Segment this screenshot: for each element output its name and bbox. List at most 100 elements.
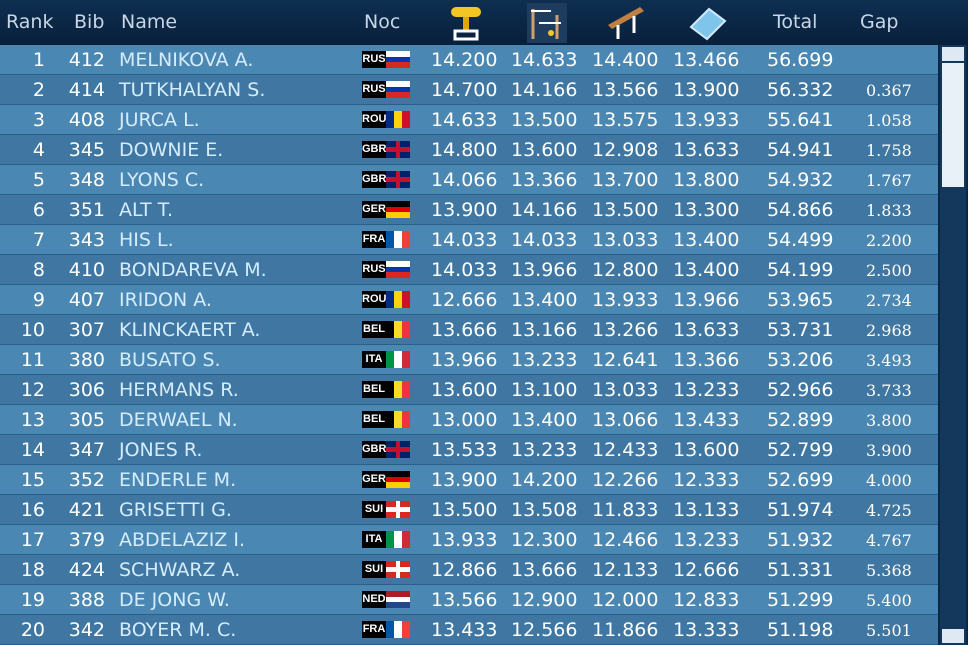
gap-cell: 5.501 (866, 621, 912, 640)
beam-icon (608, 7, 644, 39)
total-cell: 53.731 (767, 319, 834, 341)
scroll-down[interactable] (942, 629, 964, 643)
result-row: 14 347 JONES R. 13.533 13.233 12.433 13.600 52.… (0, 435, 938, 465)
flag (386, 261, 410, 278)
bars-cell: 13.233 (511, 439, 578, 461)
total-cell: 51.331 (767, 559, 834, 581)
rank-cell: 20 (20, 619, 45, 641)
scroll-up[interactable] (942, 47, 964, 61)
vault-cell: 14.033 (431, 229, 498, 251)
scroll-thumb[interactable] (942, 63, 964, 187)
flag-stripe (386, 206, 410, 213)
flag-stripe (402, 111, 410, 128)
noc-code: ROU (362, 111, 386, 128)
result-row: 10 307 KLINCKAERT A. 13.666 13.166 13.266 13.6… (0, 315, 938, 345)
total-cell: 54.199 (767, 259, 834, 281)
vault-cell: 13.966 (431, 349, 498, 371)
bib-cell: 348 (68, 169, 105, 191)
flag-stripe (394, 321, 402, 338)
total-cell: 52.899 (767, 409, 834, 431)
result-row: 20 342 BOYER M. C. 13.433 12.566 11.866 13.333… (0, 615, 938, 645)
result-row: 2 414 TUTKHALYAN S. 14.700 14.166 13.566 13.90… (0, 75, 938, 105)
flag-stripe (402, 381, 410, 398)
floor-cell: 13.966 (673, 289, 740, 311)
rank-cell: 18 (20, 559, 45, 581)
noc-code: GER (362, 471, 386, 488)
beam-cell: 12.000 (592, 589, 659, 611)
noc-code: RUS (362, 261, 386, 278)
flag-stripe (402, 411, 410, 428)
floor-cell: 13.233 (673, 379, 740, 401)
bars-cell: 13.508 (511, 499, 578, 521)
flag (386, 111, 410, 128)
bars-cell: 13.166 (511, 319, 578, 341)
bars-cell: 13.100 (511, 379, 578, 401)
result-row: 1 412 MELNIKOVA A. 14.200 14.633 14.400 13.466… (0, 45, 938, 75)
total-cell: 51.198 (767, 619, 834, 641)
floor-icon (689, 7, 727, 41)
rank-cell: 4 (32, 139, 45, 161)
noc-code: BEL (362, 411, 386, 428)
floor-cell: 13.366 (673, 349, 740, 371)
gap-cell: 4.725 (866, 501, 912, 520)
header-total: Total (773, 11, 818, 33)
floor-cell: 13.633 (673, 139, 740, 161)
flag-stripe (386, 201, 410, 207)
bib-cell: 412 (68, 49, 105, 71)
vault-cell: 13.000 (431, 409, 498, 431)
flag (386, 441, 410, 458)
rank-cell: 13 (20, 409, 45, 431)
beam-cell: 12.433 (592, 439, 659, 461)
rank-cell: 17 (20, 529, 45, 551)
flag (386, 471, 410, 488)
bars-cell: 13.666 (511, 559, 578, 581)
noc-code: GBR (362, 141, 386, 158)
bib-cell: 424 (68, 559, 105, 581)
total-cell: 53.206 (767, 349, 834, 371)
vault-cell: 14.200 (431, 49, 498, 71)
bars-cell: 12.300 (511, 529, 578, 551)
total-cell: 56.332 (767, 79, 834, 101)
bars-cell: 14.633 (511, 49, 578, 71)
vault-cell: 13.600 (431, 379, 498, 401)
header-bar: Rank Bib Name Noc Total Gap (0, 0, 968, 45)
name-cell: IRIDON A. (119, 289, 212, 311)
total-cell: 54.866 (767, 199, 834, 221)
total-cell: 52.799 (767, 439, 834, 461)
flag-stripe (386, 56, 410, 63)
noc-code: GER (362, 201, 386, 218)
bib-cell: 408 (68, 109, 105, 131)
total-cell: 54.932 (767, 169, 834, 191)
floor-cell: 13.433 (673, 409, 740, 431)
bars-cell: 13.600 (511, 139, 578, 161)
rank-cell: 19 (20, 589, 45, 611)
gap-cell: 2.734 (866, 291, 912, 310)
flag-stripe (386, 291, 394, 308)
scrollbar[interactable] (940, 45, 966, 645)
rank-cell: 10 (20, 319, 45, 341)
floor-cell: 13.133 (673, 499, 740, 521)
result-row: 12 306 HERMANS R. 13.600 13.100 13.033 13.233 5… (0, 375, 938, 405)
flag (386, 411, 410, 428)
flag-stripe (402, 531, 410, 548)
bars-cell: 13.500 (511, 109, 578, 131)
flag-cross (386, 147, 410, 152)
flag-stripe (386, 471, 410, 477)
noc-code: RUS (362, 81, 386, 98)
rank-cell: 12 (20, 379, 45, 401)
floor-cell: 12.333 (673, 469, 740, 491)
flag (386, 81, 410, 98)
total-cell: 54.499 (767, 229, 834, 251)
bib-cell: 305 (68, 409, 105, 431)
bars-cell: 14.166 (511, 199, 578, 221)
result-row: 15 352 ENDERLE M. 13.900 14.200 12.266 12.333 5… (0, 465, 938, 495)
result-row: 19 388 DE JONG W. 13.566 12.900 12.000 12.833 5… (0, 585, 938, 615)
flag-stripe (394, 231, 402, 248)
noc-code: RUS (362, 51, 386, 68)
floor-cell: 13.333 (673, 619, 740, 641)
flag-stripe (402, 291, 410, 308)
vault-cell: 13.900 (431, 199, 498, 221)
rank-cell: 16 (20, 499, 45, 521)
floor-cell: 12.666 (673, 559, 740, 581)
bars-cell: 12.566 (511, 619, 578, 641)
